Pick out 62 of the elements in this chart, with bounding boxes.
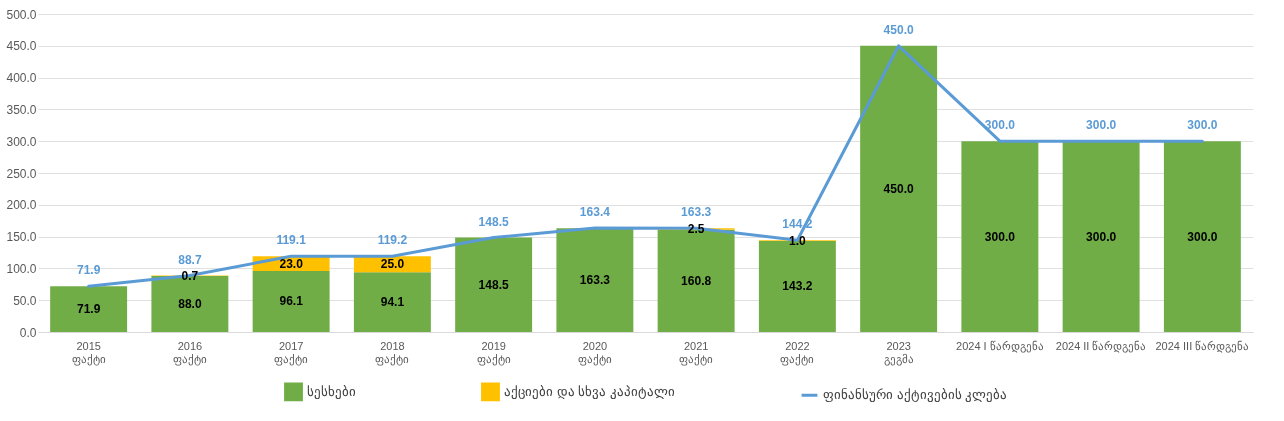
data-label: 300.0 [1086, 229, 1117, 244]
data-label: 23.0 [279, 256, 304, 271]
y-tick-label: 200.0 [6, 198, 37, 213]
y-tick-label: 500.0 [6, 7, 37, 22]
data-label: 450.0 [883, 181, 914, 196]
data-label: 163.4 [579, 205, 611, 220]
data-label: 71.9 [76, 263, 101, 278]
data-label: 300.0 [984, 229, 1016, 244]
y-tick-label: 250.0 [6, 166, 37, 181]
data-label: 143.2 [782, 279, 813, 294]
data-label: 119.2 [377, 233, 408, 248]
bar [961, 141, 1039, 332]
bar [455, 237, 533, 332]
data-label: 96.1 [279, 294, 304, 309]
bar [556, 228, 634, 332]
y-tick-label: 100.0 [6, 261, 37, 276]
data-label: 300.0 [1187, 118, 1218, 133]
bar [1062, 141, 1140, 332]
data-label: 300.0 [1187, 229, 1218, 244]
data-label: 160.8 [681, 273, 712, 288]
x-tick-label: 2023 გეგმა [883, 339, 914, 366]
data-label: 300.0 [1086, 118, 1117, 133]
data-label: 119.1 [276, 233, 307, 248]
data-label: 163.3 [681, 205, 712, 220]
x-tick-label: 2017 ფაქტი [274, 339, 309, 366]
x-tick-label: 2019 ფაქტი [476, 339, 511, 366]
x-tick-label: 2020 ფაქტი [577, 339, 612, 366]
bar [1163, 141, 1241, 332]
y-tick-label: 450.0 [6, 39, 37, 54]
x-tick-label: 2021 ფაქტი [679, 339, 714, 366]
data-label: 71.9 [76, 302, 101, 317]
data-label: 163.3 [579, 273, 611, 288]
y-tick-label: 150.0 [6, 230, 37, 245]
data-label: 94.1 [380, 295, 405, 310]
x-tick-label: 2024 I წარდგენა [956, 339, 1044, 353]
legend-label: სესხები [307, 383, 356, 400]
bar [252, 270, 330, 332]
x-tick-label: 2018 ფაქტი [375, 339, 410, 366]
data-label: 88.0 [178, 297, 202, 312]
y-tick-label: 0.0 [19, 325, 37, 340]
bar [50, 286, 128, 332]
data-label: 148.5 [478, 277, 509, 292]
data-label: 1.0 [789, 233, 807, 248]
y-tick-label: 350.0 [6, 102, 37, 117]
legend-label: ფინანსური აქტივების კლება [823, 387, 1008, 404]
y-tick-label: 50.0 [13, 293, 37, 308]
data-label: 450.0 [883, 22, 914, 37]
y-tick-label: 300.0 [6, 134, 37, 149]
legend-label: აქციები და სხვა კაპიტალი [504, 383, 675, 400]
bar [353, 272, 431, 332]
data-label: 148.5 [478, 214, 509, 229]
data-label: 88.7 [178, 252, 202, 267]
x-tick-label: 2024 III წარდგენა [1155, 339, 1250, 353]
x-tick-label: 2024 II წარდგენა [1055, 339, 1147, 353]
data-label: 25.0 [380, 257, 405, 272]
data-label: 300.0 [984, 118, 1016, 133]
bar [860, 45, 938, 332]
y-tick-label: 400.0 [6, 71, 37, 86]
x-tick-label: 2022 ფაქტი [780, 339, 815, 366]
data-label: 2.5 [687, 221, 705, 236]
x-tick-label: 2015 ფაქტი [71, 339, 106, 366]
x-tick-label: 2016 ფაქტი [172, 339, 207, 366]
